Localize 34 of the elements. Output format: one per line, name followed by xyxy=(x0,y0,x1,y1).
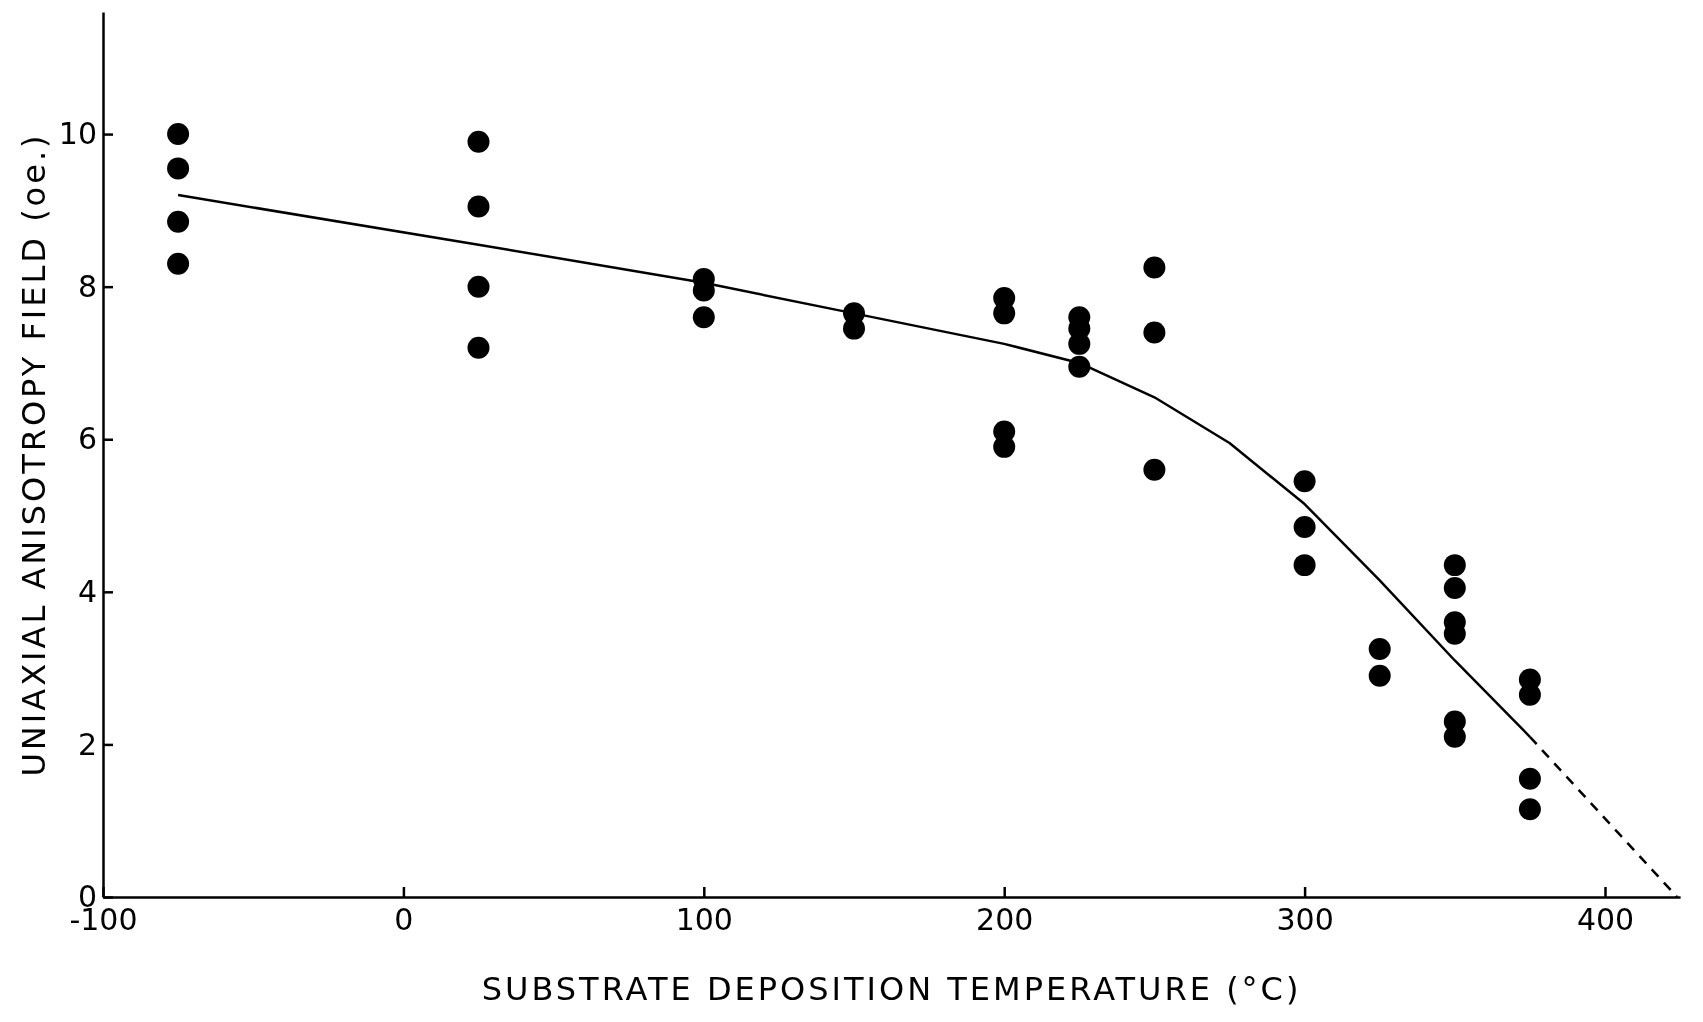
point xyxy=(1443,577,1466,599)
point xyxy=(1368,664,1391,687)
x-tick-label: 200 xyxy=(976,902,1034,938)
x-tick-label: 100 xyxy=(675,902,733,938)
point xyxy=(467,336,490,359)
point xyxy=(167,123,190,146)
point xyxy=(467,130,490,153)
y-axis-title: UNIAXIAL ANISOTROPY FIELD (oe.) xyxy=(15,132,53,777)
x-axis-title: SUBSTRATE DEPOSITION TEMPERATURE (°C) xyxy=(481,970,1302,1008)
y-tick-label: 8 xyxy=(77,268,97,304)
point xyxy=(467,275,490,298)
point xyxy=(1293,470,1316,493)
point xyxy=(1518,767,1541,790)
point xyxy=(167,252,190,275)
point xyxy=(993,302,1016,325)
y-tick-label: 4 xyxy=(77,573,97,609)
point xyxy=(467,195,490,218)
y-tick-label: 2 xyxy=(77,726,97,762)
point xyxy=(167,157,190,180)
point xyxy=(1518,798,1541,821)
point xyxy=(692,306,715,329)
point xyxy=(1143,458,1166,481)
x-tick-label: 400 xyxy=(1576,902,1635,938)
point xyxy=(1368,638,1391,661)
point xyxy=(1143,321,1166,344)
point xyxy=(1443,554,1466,577)
x-tick-label: 0 xyxy=(394,902,414,938)
x-tick-label: 300 xyxy=(1276,902,1334,938)
point xyxy=(1143,256,1166,279)
point xyxy=(167,210,190,233)
point xyxy=(1293,516,1316,538)
y-tick-label: 10 xyxy=(58,116,97,152)
point xyxy=(1293,554,1316,577)
y-tick-label: 6 xyxy=(77,421,97,457)
